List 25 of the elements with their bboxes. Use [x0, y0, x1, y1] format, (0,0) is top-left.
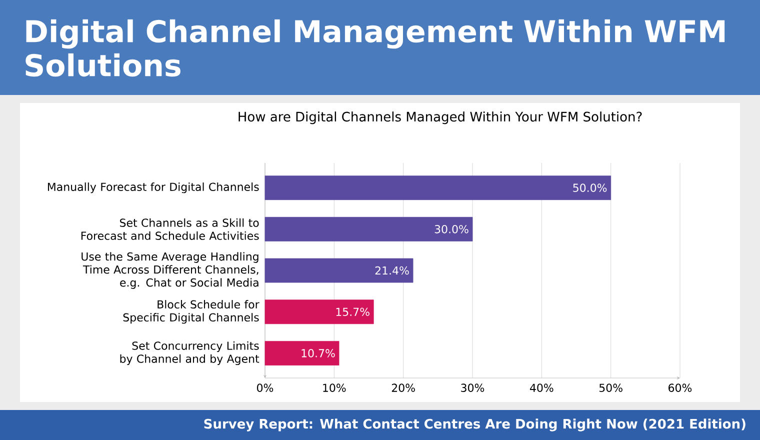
bar [264, 176, 612, 200]
bar [264, 258, 414, 283]
data-label: 30.0% [434, 225, 468, 234]
y-tick-label: Set Concurrency Limits by Channel and by Agent [120, 341, 260, 366]
data-label: 10.7% [302, 349, 335, 358]
y-tick-label: Block Schedule for Specific Digital Channels [123, 300, 260, 324]
text: Survey Report: What Contact Centres Are Doing Right Now (2021 Edition) [204, 418, 746, 432]
data-label: 15.7% [336, 308, 370, 316]
bar [264, 216, 473, 242]
x-tick-label: 20% [392, 384, 415, 392]
x-tick-label: 0% [257, 384, 274, 392]
y-tick-label: Manually Forecast for Digital Channels [48, 182, 259, 194]
x-tick-label: 60% [668, 384, 692, 392]
y-tick-label: Use the Same Average Handling Time Across Different Channels, e.g. Chat or Social Media [82, 252, 258, 289]
bar [264, 340, 340, 366]
chart-subtitle: How are Digital Channels Managed Within Your WFM Solution? [238, 112, 642, 124]
chart-title: Digital Channel Management Within WFM Solutions [26, 19, 725, 77]
x-tick-label: 50% [599, 384, 622, 392]
x-tick-label: 40% [530, 384, 554, 392]
bar [264, 300, 374, 324]
x-tick-label: 10% [323, 384, 346, 392]
y-tick-label: Set Channels as a Skill to Forecast and Schedule Activities [81, 218, 259, 240]
data-label: 50.0% [573, 184, 607, 192]
data-label: 21.4% [375, 266, 409, 275]
x-tick-label: 30% [461, 384, 484, 392]
